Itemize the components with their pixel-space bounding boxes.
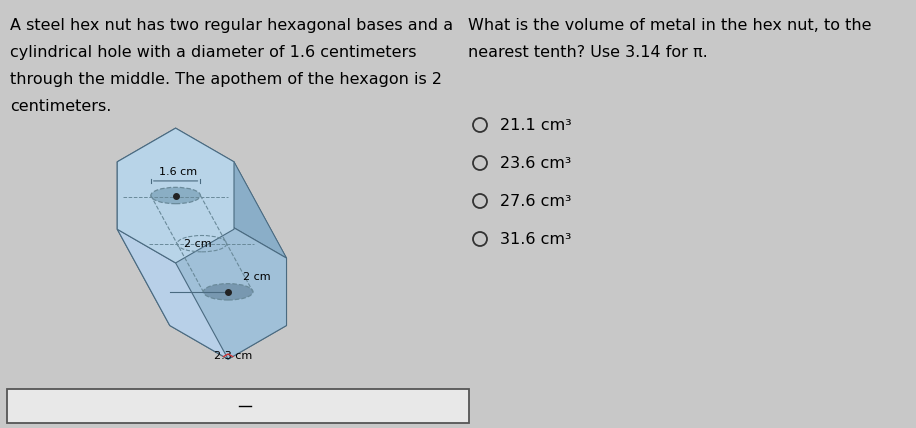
Polygon shape <box>117 162 169 326</box>
Text: 2 cm: 2 cm <box>243 272 270 282</box>
Text: A steel hex nut has two regular hexagonal bases and a: A steel hex nut has two regular hexagona… <box>10 18 453 33</box>
Text: 1: 1 <box>240 393 250 408</box>
Polygon shape <box>234 162 287 326</box>
Text: 2.3 cm: 2.3 cm <box>213 351 252 361</box>
Text: through the middle. The apothem of the hexagon is 2: through the middle. The apothem of the h… <box>10 72 442 87</box>
Polygon shape <box>117 128 234 263</box>
Text: 1.6 cm: 1.6 cm <box>159 167 198 178</box>
Text: 2 cm: 2 cm <box>184 239 212 249</box>
Text: 31.6 cm³: 31.6 cm³ <box>500 232 572 247</box>
Ellipse shape <box>203 284 253 300</box>
FancyBboxPatch shape <box>7 389 469 423</box>
Polygon shape <box>169 224 287 359</box>
Ellipse shape <box>151 187 201 204</box>
Polygon shape <box>117 229 228 359</box>
Text: nearest tenth? Use 3.14 for π.: nearest tenth? Use 3.14 for π. <box>468 45 708 60</box>
Text: cylindrical hole with a diameter of 1.6 centimeters: cylindrical hole with a diameter of 1.6 … <box>10 45 417 60</box>
Text: 23.6 cm³: 23.6 cm³ <box>500 156 572 171</box>
Polygon shape <box>117 128 228 258</box>
Text: 2: 2 <box>240 404 250 419</box>
Text: centimeters.: centimeters. <box>10 99 112 114</box>
Text: 27.6 cm³: 27.6 cm³ <box>500 194 572 209</box>
Text: Area of a regular hexagon =: Area of a regular hexagon = <box>17 398 251 413</box>
Polygon shape <box>176 229 287 359</box>
Text: 21.1 cm³: 21.1 cm³ <box>500 118 572 133</box>
Polygon shape <box>176 128 287 258</box>
Text: (apothem)(perimeter): (apothem)(perimeter) <box>257 398 439 413</box>
Text: What is the volume of metal in the hex nut, to the: What is the volume of metal in the hex n… <box>468 18 871 33</box>
